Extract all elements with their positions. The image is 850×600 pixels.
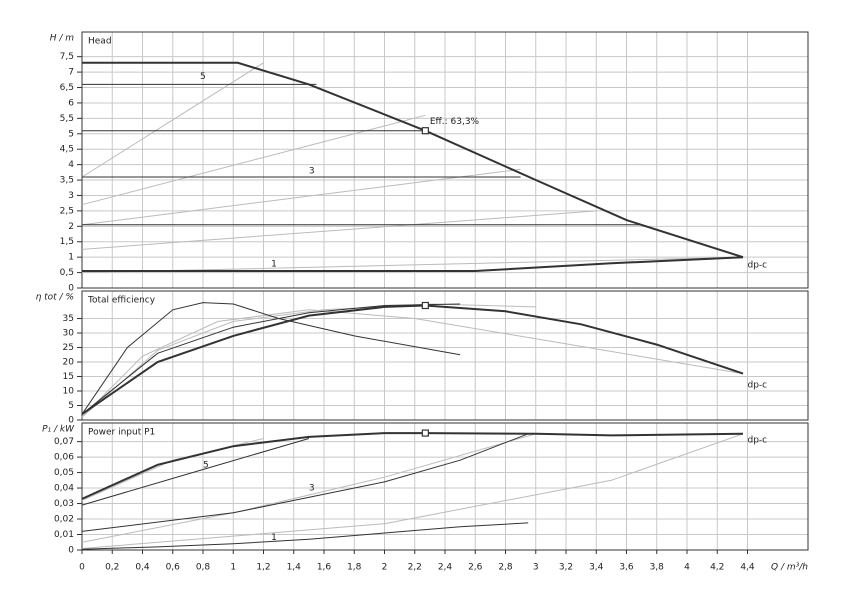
y-tick-label: 4,5	[60, 145, 74, 155]
y-axis-label: η tot / %	[36, 293, 74, 303]
y-tick-label: 7,5	[60, 52, 74, 62]
y-tick-label: 25	[63, 343, 74, 353]
y-tick-label: 1,5	[60, 237, 74, 247]
y-tick-label: 5	[68, 401, 74, 411]
curve	[81, 304, 744, 416]
x-tick-label: 0,4	[135, 563, 150, 573]
y-tick-label: 10	[63, 387, 75, 397]
plot-frame	[81, 290, 809, 421]
x-tick-label: 0,6	[166, 563, 181, 573]
annotation: 1	[271, 533, 277, 543]
annotation: dp-c	[748, 436, 768, 446]
x-tick-label: 1	[230, 563, 236, 573]
x-tick-label: 2	[382, 563, 388, 573]
annotation: 3	[309, 166, 315, 176]
y-tick-label: 4	[68, 160, 74, 170]
curve	[82, 61, 744, 259]
y-tick-label: 0,03	[54, 499, 74, 509]
curve	[82, 256, 744, 272]
x-tick-label: 1,8	[347, 563, 362, 573]
annotation: dp-c	[748, 381, 768, 391]
y-tick-label: 0,07	[54, 437, 74, 447]
annotation: 1	[271, 259, 277, 269]
x-tick-label: 3,6	[619, 563, 634, 573]
y-tick-label: 5,5	[60, 114, 74, 124]
y-tick-label: 20	[63, 358, 75, 368]
y-tick-label: 3,5	[60, 176, 74, 186]
x-tick-label: 0	[79, 563, 85, 573]
x-tick-label: 2,4	[438, 563, 453, 573]
y-tick-label: 0	[68, 416, 74, 426]
x-tick-label: 3	[533, 563, 539, 573]
curve	[81, 210, 597, 250]
y-tick-label: 2,5	[60, 206, 74, 216]
curve	[81, 62, 264, 178]
curve	[81, 438, 310, 506]
y-axis-label: H / m	[50, 34, 75, 44]
x-tick-label: 0,2	[105, 563, 119, 573]
curve	[81, 433, 536, 543]
operating-point	[421, 301, 429, 310]
y-tick-label: 0	[68, 546, 74, 556]
operating-point	[421, 429, 429, 437]
x-tick-label: 0,8	[196, 563, 211, 573]
y-tick-label: 0,02	[54, 515, 74, 525]
x-tick-label: 1,2	[256, 563, 270, 573]
y-axis-label: P₁ / kW	[42, 425, 75, 435]
x-tick-label: 4	[684, 563, 690, 573]
y-tick-label: 30	[63, 329, 75, 339]
y-tick-label: 0,5	[60, 268, 74, 278]
curve	[81, 432, 744, 500]
panel-title: Power input P1	[88, 428, 155, 438]
x-tick-label: 1,6	[317, 563, 332, 573]
x-tick-label: 2,6	[468, 563, 483, 573]
x-tick-label: 4,2	[710, 563, 724, 573]
curve	[81, 303, 536, 418]
y-tick-label: 35	[63, 314, 74, 324]
panel-title: Total efficiency	[87, 296, 156, 306]
annotation: dp-c	[748, 260, 768, 270]
annotation: 5	[203, 460, 209, 470]
y-tick-label: 0,01	[54, 530, 74, 540]
annotation: 3	[309, 484, 315, 494]
y-tick-label: 0,05	[54, 468, 74, 478]
x-tick-label: 3,2	[559, 563, 573, 573]
curve	[81, 303, 461, 415]
operating-point	[421, 127, 429, 135]
y-tick-label: 0,04	[54, 484, 74, 494]
y-tick-label: 0,06	[54, 453, 74, 463]
annotation: 5	[200, 72, 206, 82]
y-tick-label: 1	[68, 253, 74, 263]
plot-frame	[81, 31, 809, 289]
curve	[81, 168, 521, 226]
x-tick-label: 3,8	[650, 563, 665, 573]
x-tick-label: 4,4	[740, 563, 755, 573]
y-tick-label: 6	[68, 98, 74, 108]
y-tick-label: 6,5	[60, 83, 74, 93]
y-tick-label: 2	[68, 222, 74, 232]
x-tick-label: 2,2	[408, 563, 422, 573]
y-tick-label: 15	[63, 372, 74, 382]
curve	[81, 433, 744, 549]
curve	[81, 114, 426, 206]
annotation: Eff.: 63,3%	[430, 117, 480, 127]
y-tick-label: 7	[68, 68, 74, 78]
y-tick-label: 3	[68, 191, 74, 201]
curve	[81, 433, 529, 532]
y-tick-label: 5	[68, 129, 74, 139]
curve	[81, 522, 529, 550]
y-tick-label: 0	[68, 284, 74, 294]
x-tick-label: 3,4	[589, 563, 604, 573]
curve	[81, 309, 744, 418]
x-tick-label: 2,8	[498, 563, 513, 573]
x-axis-label: Q / m³/h	[771, 563, 808, 573]
panel-title: Head	[88, 37, 112, 47]
x-tick-label: 1,4	[287, 563, 302, 573]
curve	[81, 302, 461, 415]
